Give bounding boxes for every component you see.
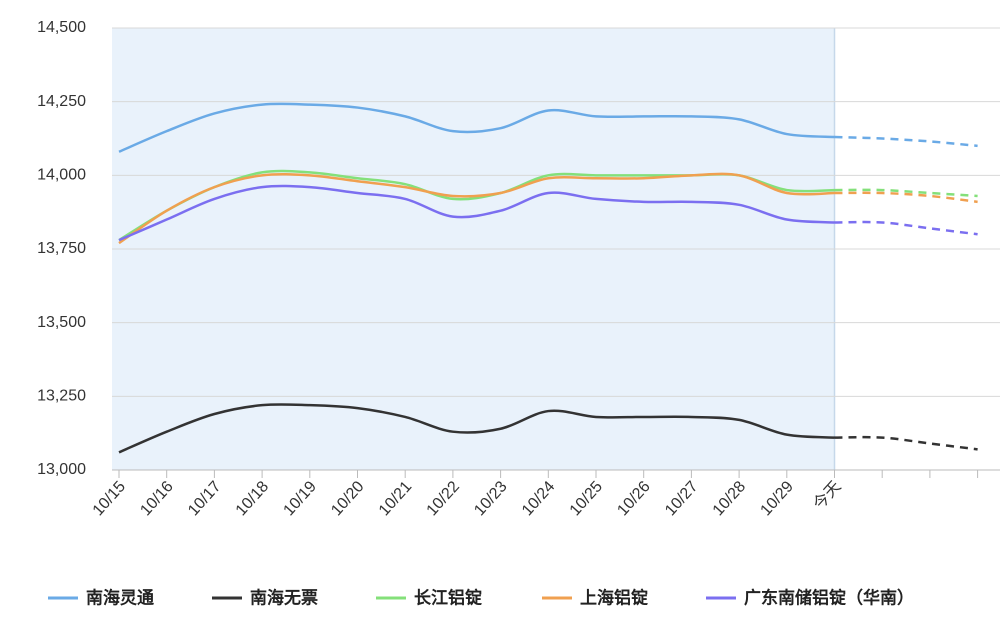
series-line [118, 403, 835, 454]
x-tick-label: 10/22 [424, 478, 464, 519]
y-tick-label: 14,000 [37, 167, 86, 184]
x-tick-label: 10/27 [662, 478, 702, 519]
y-tick-label: 13,750 [37, 240, 86, 257]
legend-label: 广东南储铝锭（华南） [744, 587, 914, 607]
x-tick-label: 10/17 [185, 478, 225, 519]
x-tick-label: 10/18 [233, 478, 273, 519]
legend-label: 南海无票 [250, 587, 318, 607]
y-tick-label: 14,250 [37, 93, 86, 110]
legend-label: 长江铝锭 [414, 587, 482, 607]
series-line [118, 184, 835, 242]
x-tick-label: 10/29 [757, 478, 797, 519]
y-tick-label: 13,250 [37, 388, 86, 405]
x-tick-label: 10/19 [280, 478, 320, 519]
x-tick-label: 10/20 [328, 478, 368, 519]
series-line [118, 102, 835, 153]
series-line [118, 172, 835, 245]
x-tick-label: 10/21 [376, 478, 416, 519]
legend-item: 长江铝锭 [376, 587, 482, 607]
forecast-line [834, 191, 978, 204]
x-tick-label: 10/24 [519, 478, 559, 519]
legend-label: 南海灵通 [86, 587, 154, 607]
x-tick-label: 10/23 [471, 478, 511, 519]
legend-item: 南海灵通 [48, 587, 154, 607]
legend-label: 上海铝锭 [580, 587, 648, 607]
y-tick-label: 13,000 [37, 461, 86, 478]
forecast-line [834, 435, 978, 451]
legend-item: 上海铝锭 [542, 587, 648, 607]
y-tick-label: 14,500 [37, 19, 86, 36]
y-tick-label: 13,500 [37, 314, 86, 331]
x-tick-label: 10/16 [137, 478, 177, 519]
legend-item: 南海无票 [212, 587, 318, 607]
legend-item: 广东南储铝锭（华南） [706, 587, 914, 607]
x-tick-label: 10/15 [90, 478, 130, 519]
forecast-line [834, 220, 978, 236]
x-tick-label: 10/28 [710, 478, 750, 519]
x-tick-label: 10/25 [567, 478, 607, 519]
x-tick-label: 今天 [810, 477, 845, 513]
x-tick-label: 10/26 [614, 478, 654, 519]
forecast-line [834, 135, 978, 148]
forecast-line [834, 188, 978, 198]
